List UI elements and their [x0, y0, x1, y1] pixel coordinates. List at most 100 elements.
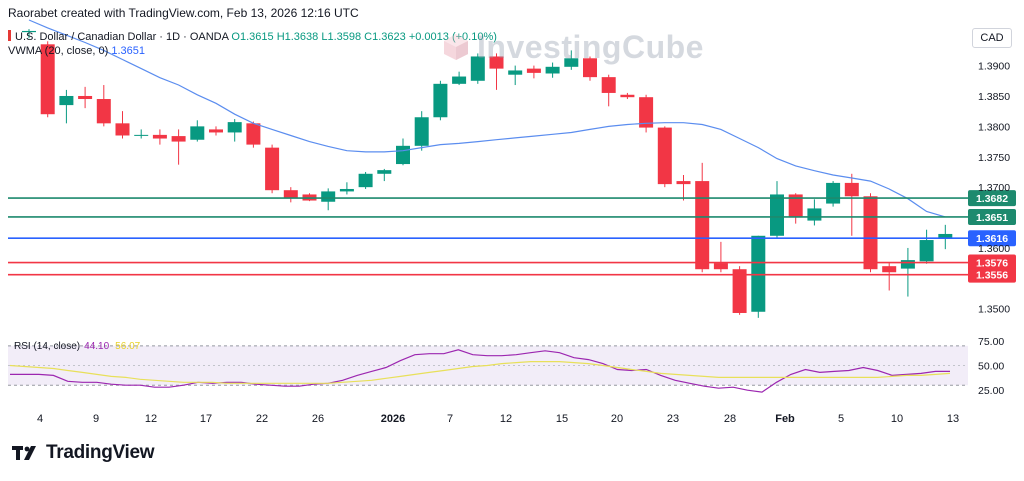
candle: [863, 193, 878, 273]
candle-body: [751, 235, 766, 312]
candle-body: [358, 173, 373, 188]
candle-body: [583, 58, 597, 78]
candle: [396, 138, 410, 166]
time-tick-label: 17: [200, 413, 212, 425]
symbol-flag-icon: [8, 30, 11, 41]
candle: [358, 171, 373, 189]
level-tag-label: 1.3682: [976, 193, 1008, 205]
price-tick-label: 1.3700: [978, 182, 1010, 194]
time-tick-label: 13: [947, 413, 959, 425]
candle-body: [78, 95, 93, 100]
price-axis: 1.39501.39001.38501.38001.37501.37001.36…: [978, 30, 1010, 316]
ohlc-change: +0.0013 (+0.10%): [408, 31, 497, 43]
time-axis: 4 9 12 17 22 26 2026 7 12 15 20 23 28 Feb 5 10 13: [37, 413, 959, 425]
candle: [826, 181, 841, 207]
candle: [844, 173, 859, 236]
candle-body: [414, 117, 429, 146]
candle-body: [22, 30, 36, 33]
candle-body: [190, 126, 205, 140]
candle-body: [676, 181, 691, 185]
level-tag: [968, 230, 1016, 247]
time-tick-label: 15: [556, 413, 568, 425]
rsi-ma-line: [9, 361, 951, 384]
vwma-legend[interactable]: VWMA (20, close, 0) 1.3651: [8, 45, 145, 57]
candle: [377, 168, 392, 182]
price-tick-label: 1.3750: [978, 152, 1010, 164]
candle: [676, 175, 691, 201]
currency-button[interactable]: CAD: [972, 28, 1012, 48]
symbol-legend[interactable]: U.S. Dollar / Canadian Dollar · 1D · OAN…: [8, 30, 497, 43]
vwma-layer: [28, 19, 946, 218]
time-tick-label: 12: [145, 413, 157, 425]
candle-body: [826, 182, 841, 204]
time-tick-label: 22: [256, 413, 268, 425]
candle-body: [152, 134, 167, 139]
time-tick-label: 26: [312, 413, 324, 425]
candle: [938, 224, 953, 250]
candle-body: [844, 182, 859, 197]
rsi-label: RSI (14, close): [14, 341, 81, 352]
candle-body: [171, 136, 186, 142]
vwma-value: 1.3651: [111, 45, 145, 57]
candle: [283, 187, 298, 203]
price-tick-label: 1.3600: [978, 243, 1010, 255]
candle: [40, 41, 55, 118]
candle-body: [639, 97, 654, 128]
time-tick-label: 7: [447, 413, 453, 425]
level-tag-label: 1.3651: [976, 212, 1008, 224]
time-tick-label: 23: [667, 413, 679, 425]
candle: [751, 235, 766, 318]
rsi-line: [10, 349, 950, 393]
candle-body: [695, 181, 710, 270]
symbol-name: U.S. Dollar / Canadian Dollar · 1D · OAN…: [15, 31, 229, 43]
candle: [227, 119, 242, 142]
vwma-label: VWMA (20, close, 0): [8, 45, 109, 57]
rsi-tick-label: 50.00: [978, 361, 1004, 373]
rsi-tick-label: 25.00: [978, 385, 1004, 397]
watermark-text: InvestingCube: [477, 28, 704, 65]
candle: [190, 120, 205, 142]
candle-body: [713, 263, 728, 270]
rsi-tick-label: 75.00: [978, 336, 1004, 348]
price-tick-label: 1.3900: [978, 61, 1010, 73]
candle-body: [863, 196, 878, 270]
candle: [470, 53, 485, 84]
candle-body: [59, 95, 74, 106]
candle: [59, 89, 74, 124]
candle: [508, 65, 523, 86]
candle-body: [657, 127, 672, 185]
rsi-legend[interactable]: RSI (14, close) 44.10 56.07: [14, 341, 140, 352]
candle: [414, 111, 429, 151]
rsi-value: 44.10: [84, 341, 110, 352]
candle-body: [433, 83, 448, 118]
level-tag-label: 1.3556: [976, 270, 1008, 282]
ohlc-low: L1.3598: [321, 31, 362, 43]
candle-body: [470, 56, 485, 81]
time-tick-label: Feb: [775, 413, 795, 425]
ohlc-close: C1.3623: [364, 31, 406, 43]
ohlc-open: O1.3615: [231, 31, 274, 43]
investingcube-logo-icon: [444, 34, 468, 60]
candle: [657, 126, 672, 188]
candle: [96, 85, 111, 127]
candle-body: [807, 208, 822, 221]
time-tick-label: 12: [500, 413, 512, 425]
candle: [639, 94, 654, 133]
tradingview-logo-text: TradingView: [46, 442, 155, 463]
candle: [339, 182, 354, 195]
time-tick-label: 2026: [381, 413, 405, 425]
tradingview-logo[interactable]: TradingView: [12, 442, 155, 464]
candle: [489, 53, 504, 90]
candle-body: [732, 269, 747, 313]
candle-body: [508, 70, 523, 75]
candle-body: [227, 122, 242, 133]
candle-body: [788, 194, 803, 218]
candle: [732, 266, 747, 315]
candle: [452, 71, 467, 86]
price-tick-label: 1.3500: [978, 304, 1010, 316]
candle-body: [377, 170, 392, 174]
time-tick-label: 9: [93, 413, 99, 425]
candle: [545, 62, 560, 78]
